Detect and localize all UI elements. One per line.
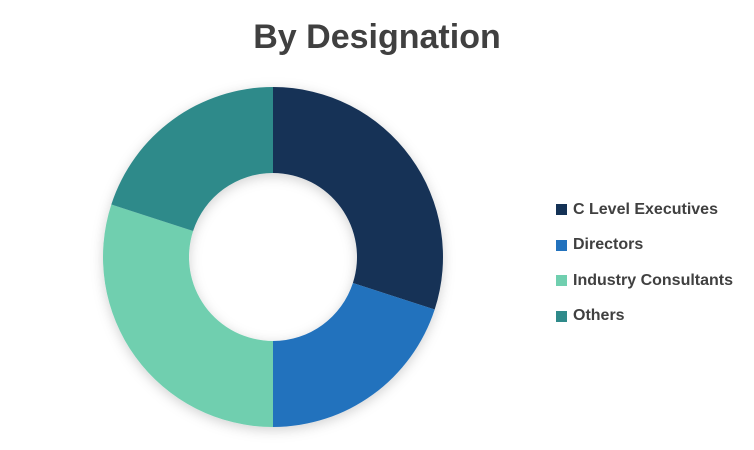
legend-label: Industry Consultants: [573, 271, 734, 289]
donut-slice-industry-consultants[interactable]: [103, 204, 273, 427]
legend-swatch: [556, 204, 567, 216]
donut-slice-c-level-executives[interactable]: [273, 87, 443, 310]
legend-swatch: [556, 310, 567, 322]
legend-swatch: [556, 239, 567, 251]
legend-item-c-level-executives[interactable]: C Level Executives: [556, 192, 733, 228]
chart-title: By Designation: [253, 18, 501, 56]
legend-swatch: [556, 275, 567, 287]
legend-label: Directors: [573, 236, 644, 254]
legend-label: Others: [573, 307, 625, 325]
legend-item-industry-consultants[interactable]: Industry Consultants: [556, 263, 733, 299]
donut-slice-directors[interactable]: [273, 282, 435, 427]
legend: C Level Executives Directors Industry Co…: [556, 192, 733, 334]
donut-slice-others[interactable]: [111, 87, 273, 232]
legend-item-directors[interactable]: Directors: [556, 228, 733, 264]
legend-label: C Level Executives: [573, 200, 718, 218]
legend-item-others[interactable]: Others: [556, 299, 733, 335]
